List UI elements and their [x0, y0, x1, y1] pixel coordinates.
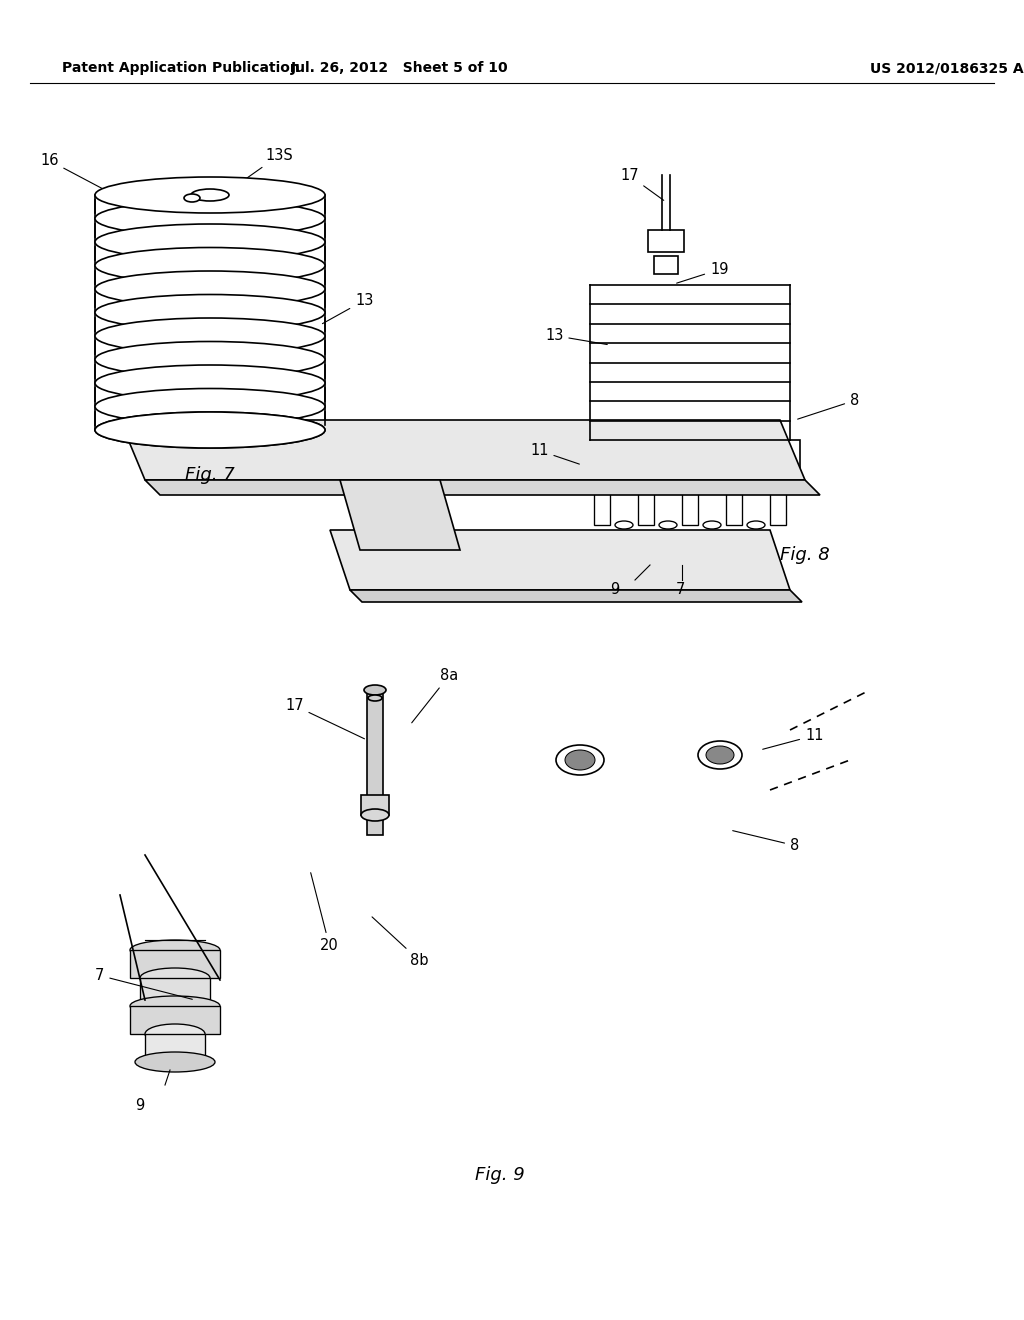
Bar [361, 795, 389, 814]
Text: Fig. 8: Fig. 8 [780, 546, 829, 564]
Ellipse shape [95, 366, 325, 401]
Text: 8b: 8b [372, 917, 428, 968]
Bar [770, 470, 786, 525]
Text: 17: 17 [285, 698, 365, 739]
Text: 13: 13 [323, 293, 374, 323]
Ellipse shape [615, 521, 633, 529]
Ellipse shape [95, 342, 325, 378]
Text: 19: 19 [677, 261, 728, 284]
Text: 11: 11 [530, 444, 580, 465]
Ellipse shape [95, 412, 325, 447]
Ellipse shape [95, 248, 325, 284]
Ellipse shape [746, 521, 765, 529]
Ellipse shape [130, 940, 220, 960]
Bar [130, 950, 220, 978]
Ellipse shape [95, 294, 325, 330]
Bar [654, 256, 678, 275]
Bar [726, 470, 742, 525]
Ellipse shape [145, 1024, 205, 1044]
Ellipse shape [703, 521, 721, 529]
Ellipse shape [140, 968, 210, 987]
Text: 16: 16 [40, 153, 102, 189]
Text: 17: 17 [620, 168, 664, 201]
Polygon shape [330, 531, 790, 590]
Ellipse shape [135, 1052, 215, 1072]
Ellipse shape [191, 189, 229, 201]
Text: 8: 8 [733, 830, 800, 853]
Bar [682, 470, 698, 525]
Ellipse shape [706, 746, 734, 764]
Polygon shape [340, 480, 460, 550]
Text: 7: 7 [675, 582, 685, 598]
Text: Fig. 7: Fig. 7 [185, 466, 234, 484]
Ellipse shape [95, 271, 325, 308]
Ellipse shape [95, 318, 325, 354]
Ellipse shape [368, 696, 382, 701]
Ellipse shape [95, 388, 325, 425]
Bar [130, 1006, 220, 1034]
Text: 8a: 8a [412, 668, 459, 723]
Ellipse shape [95, 224, 325, 260]
Ellipse shape [556, 744, 604, 775]
Text: 13S: 13S [232, 148, 293, 189]
Text: Jul. 26, 2012   Sheet 5 of 10: Jul. 26, 2012 Sheet 5 of 10 [291, 61, 509, 75]
Text: 8: 8 [798, 393, 859, 420]
Text: Fig. 9: Fig. 9 [475, 1166, 525, 1184]
Bar [580, 440, 800, 470]
Text: Patent Application Publication: Patent Application Publication [62, 61, 300, 75]
Bar [594, 470, 610, 525]
Text: 11: 11 [763, 729, 823, 750]
Polygon shape [145, 480, 820, 495]
Polygon shape [350, 590, 802, 602]
Ellipse shape [698, 741, 742, 770]
Text: US 2012/0186325 A1: US 2012/0186325 A1 [870, 61, 1024, 75]
Text: 20: 20 [310, 873, 339, 953]
Bar [638, 470, 654, 525]
Ellipse shape [130, 997, 220, 1016]
Ellipse shape [95, 412, 325, 447]
Bar [145, 1034, 205, 1063]
Bar [648, 230, 684, 252]
Text: 9: 9 [135, 1097, 144, 1113]
Ellipse shape [659, 521, 677, 529]
Ellipse shape [364, 685, 386, 696]
Text: 13: 13 [545, 327, 607, 345]
Bar [367, 690, 383, 836]
Ellipse shape [565, 750, 595, 770]
Ellipse shape [184, 194, 200, 202]
Ellipse shape [361, 809, 389, 821]
Text: 9: 9 [610, 582, 620, 598]
Text: 7: 7 [95, 968, 193, 999]
Polygon shape [120, 420, 805, 480]
Ellipse shape [95, 201, 325, 236]
Ellipse shape [95, 177, 325, 213]
Bar [140, 978, 210, 1006]
